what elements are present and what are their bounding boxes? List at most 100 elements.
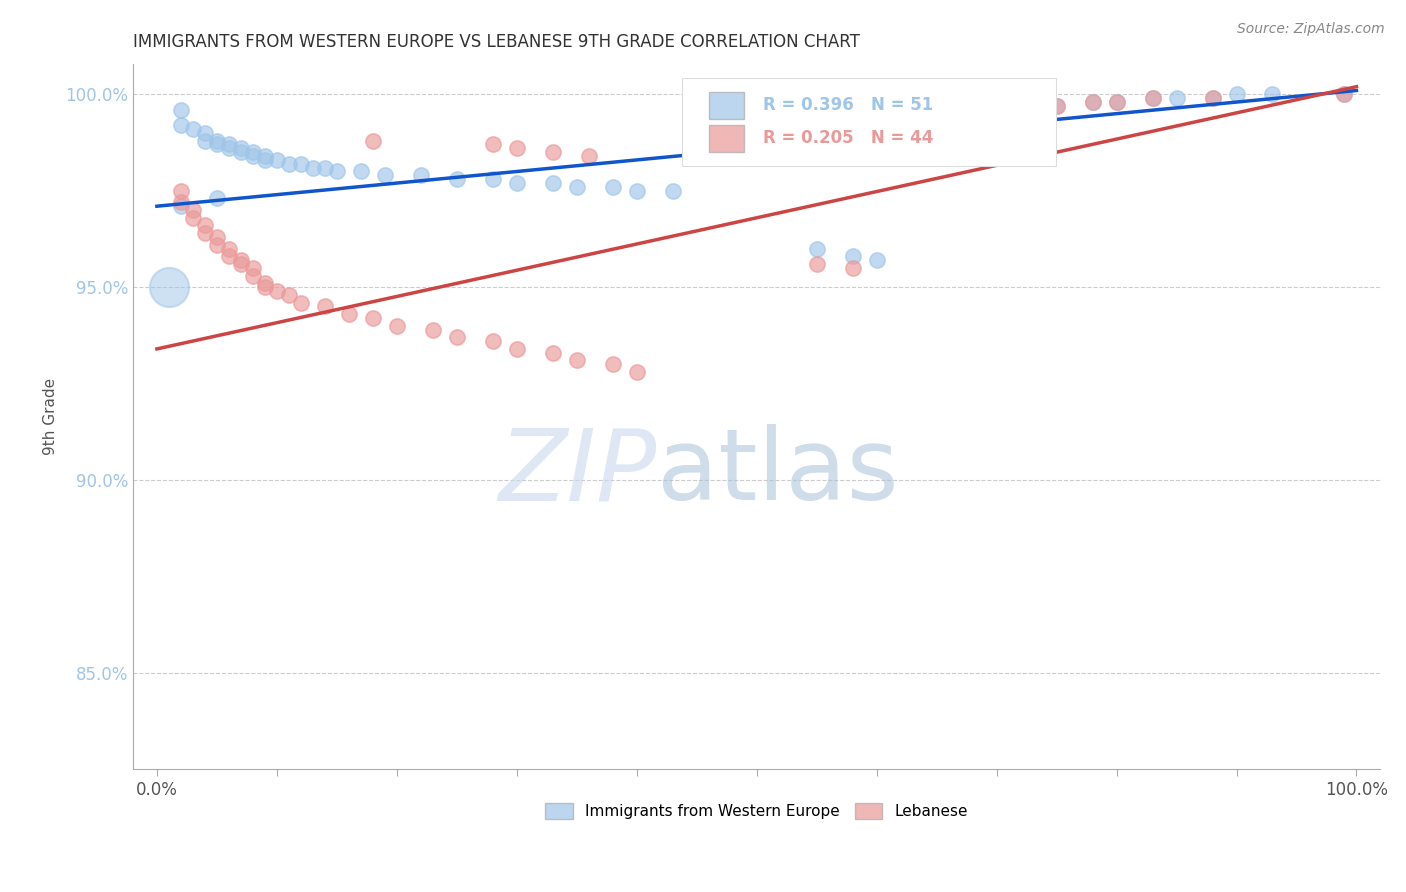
Legend: Immigrants from Western Europe, Lebanese: Immigrants from Western Europe, Lebanese <box>538 797 974 825</box>
Point <box>253 280 276 294</box>
Point <box>361 134 384 148</box>
Point <box>986 99 1008 113</box>
Point <box>290 295 312 310</box>
Point <box>374 169 396 183</box>
Point <box>506 176 529 190</box>
Text: R = 0.396   N = 51: R = 0.396 N = 51 <box>763 96 934 114</box>
Point <box>506 342 529 356</box>
Point <box>841 249 863 263</box>
Point <box>181 202 204 217</box>
Point <box>229 145 252 160</box>
Point <box>806 242 828 256</box>
Point <box>1105 95 1128 109</box>
Point <box>205 192 228 206</box>
Point <box>242 268 264 283</box>
Point <box>361 311 384 326</box>
Point <box>266 284 288 298</box>
Point <box>170 199 193 213</box>
Point <box>565 353 588 368</box>
Point <box>205 230 228 244</box>
Point <box>314 161 336 175</box>
Point <box>277 157 299 171</box>
Point <box>565 180 588 194</box>
Point <box>290 157 312 171</box>
Point <box>541 145 564 160</box>
Point <box>314 300 336 314</box>
Point <box>1081 95 1104 109</box>
Point <box>962 103 984 117</box>
Point <box>253 277 276 291</box>
Point <box>181 122 204 136</box>
Point <box>337 307 360 321</box>
Point <box>266 153 288 167</box>
Point <box>326 164 349 178</box>
Point <box>925 106 948 120</box>
Point <box>1142 91 1164 105</box>
Point <box>1201 91 1223 105</box>
Point <box>446 330 468 344</box>
Point <box>1261 87 1284 102</box>
Point <box>1166 91 1188 105</box>
Point <box>481 334 503 349</box>
Point <box>170 118 193 132</box>
Point <box>506 141 529 155</box>
Point <box>194 226 217 240</box>
Point <box>541 345 564 359</box>
FancyBboxPatch shape <box>682 78 1056 166</box>
Point <box>205 137 228 152</box>
Point <box>229 141 252 155</box>
Point <box>170 195 193 210</box>
Point <box>205 134 228 148</box>
Point <box>481 172 503 186</box>
Point <box>1225 87 1247 102</box>
Text: R = 0.205   N = 44: R = 0.205 N = 44 <box>763 129 934 147</box>
Point <box>242 145 264 160</box>
Text: atlas: atlas <box>657 425 898 521</box>
Point <box>481 137 503 152</box>
Point <box>218 242 240 256</box>
Bar <box>709 92 744 119</box>
Point <box>253 149 276 163</box>
Text: ZIP: ZIP <box>499 425 657 521</box>
Point <box>1333 87 1355 102</box>
Point <box>205 237 228 252</box>
Point <box>578 149 600 163</box>
Point <box>277 288 299 302</box>
Point <box>541 176 564 190</box>
Point <box>866 253 889 268</box>
Point <box>302 161 325 175</box>
Point <box>170 184 193 198</box>
Point <box>1045 99 1067 113</box>
Point <box>626 184 648 198</box>
Point <box>218 141 240 155</box>
Point <box>409 169 432 183</box>
Y-axis label: 9th Grade: 9th Grade <box>44 378 58 455</box>
Text: Source: ZipAtlas.com: Source: ZipAtlas.com <box>1237 22 1385 37</box>
Point <box>1142 91 1164 105</box>
Point <box>253 153 276 167</box>
Point <box>1021 99 1043 113</box>
Point <box>1105 95 1128 109</box>
Point <box>170 103 193 117</box>
Point <box>1333 87 1355 102</box>
Point <box>229 253 252 268</box>
Point <box>602 357 624 371</box>
Point <box>181 211 204 225</box>
Point <box>422 323 444 337</box>
Point <box>1081 95 1104 109</box>
Point <box>242 149 264 163</box>
Point <box>602 180 624 194</box>
Text: IMMIGRANTS FROM WESTERN EUROPE VS LEBANESE 9TH GRADE CORRELATION CHART: IMMIGRANTS FROM WESTERN EUROPE VS LEBANE… <box>134 33 860 51</box>
Point <box>218 137 240 152</box>
Point <box>806 257 828 271</box>
Point <box>446 172 468 186</box>
Point <box>218 249 240 263</box>
Point <box>841 260 863 275</box>
Point <box>385 318 408 333</box>
Point <box>626 365 648 379</box>
Point <box>157 280 180 294</box>
Point <box>1045 99 1067 113</box>
Point <box>194 134 217 148</box>
Point <box>890 114 912 128</box>
Point <box>1201 91 1223 105</box>
